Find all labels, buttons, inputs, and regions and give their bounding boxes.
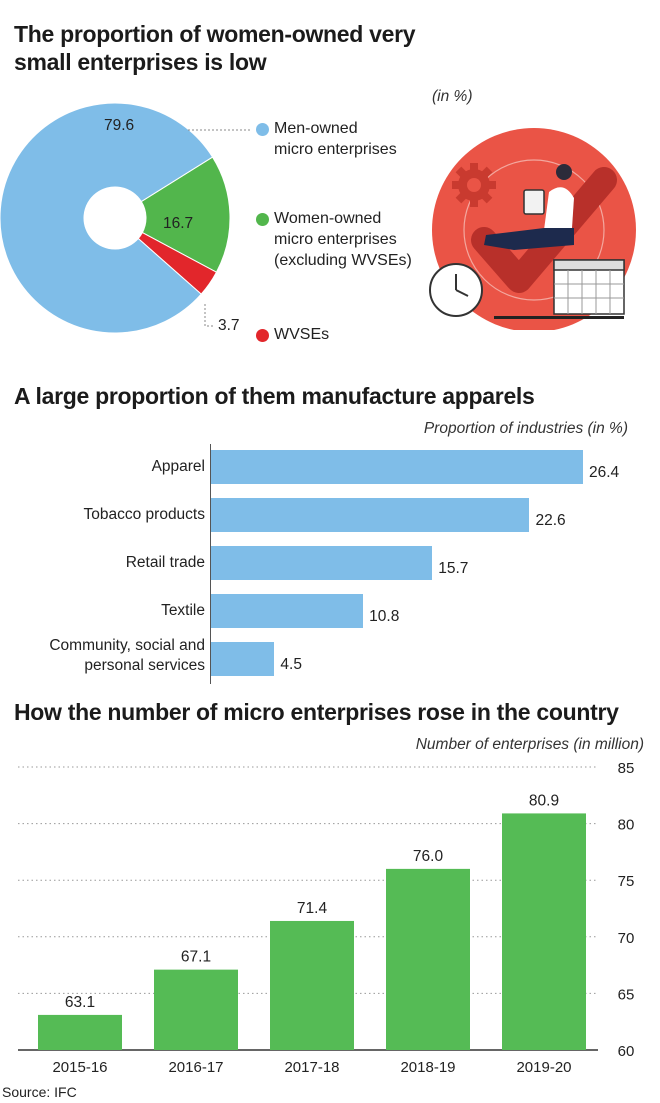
donut-chart: 79.6 16.7 3.7 — [0, 102, 250, 334]
gear-icon — [452, 163, 496, 207]
hbar-chart-area: 26.4 Apparel 22.6 Tobacco products 15.7 Retai… — [49, 450, 620, 676]
donut-slice-men — [0, 102, 214, 334]
leader-line-wvse — [204, 304, 214, 327]
vbar-category-label-4: 2019-20 — [516, 1059, 571, 1076]
donut-value-label-wvse: 3.7 — [218, 317, 240, 334]
vbar-ytick-label-2: 70 — [618, 930, 635, 947]
hbar-bar-0 — [211, 450, 583, 484]
legend-swatch-men — [256, 123, 269, 136]
vbar-value-label-3: 76.0 — [413, 848, 444, 865]
vbar-value-label-0: 63.1 — [65, 994, 95, 1011]
legend-label-wvse: WVSEs — [274, 326, 330, 343]
hbar-category-label-2: Retail trade — [125, 554, 205, 571]
vbar-ytick-label-0: 60 — [618, 1043, 635, 1060]
clock-icon — [429, 263, 483, 317]
hbar-value-label-2: 15.7 — [438, 560, 469, 577]
vbar-ytick-label-1: 65 — [618, 986, 635, 1003]
hbar-category-label-4: Community, social and personal services — [49, 637, 205, 674]
hbar-bar-3 — [211, 594, 364, 628]
hbar-value-label-3: 10.8 — [369, 608, 400, 625]
woman-figure — [484, 164, 574, 250]
vbar-ytick-label-3: 75 — [618, 873, 635, 890]
legend-label-men: Men-owned micro enterprises — [274, 120, 397, 158]
donut-value-label-men: 79.6 — [104, 117, 134, 134]
vbar-category-label-0: 2015-16 — [52, 1059, 107, 1076]
vbar-category-label-2: 2017-18 — [284, 1059, 339, 1076]
hbar-value-label-1: 22.6 — [535, 512, 566, 529]
source-note: Source: IFC — [2, 1084, 77, 1100]
vbar-bar-2 — [270, 920, 354, 1050]
vbar-ytick-label-4: 80 — [618, 817, 635, 834]
checkmark-icon — [471, 167, 617, 293]
legend-swatch-women — [256, 213, 269, 226]
vbar-value-label-2: 71.4 — [297, 900, 328, 917]
legend-label-women: Women-owned micro enterprises (excluding… — [274, 210, 412, 269]
hbar-value-label-0: 26.4 — [589, 464, 620, 481]
vbar-chart-title: How the number of micro enterprises rose… — [14, 699, 619, 725]
vbar-category-label-1: 2016-17 — [168, 1059, 223, 1076]
donut-chart-title: The proportion of women-owned very small… — [14, 20, 434, 76]
hbar-axis-label: Proportion of industries (in %) — [423, 420, 628, 437]
vbar-bar-1 — [154, 969, 238, 1050]
hbar-bar-2 — [211, 546, 433, 580]
vbar-bar-4 — [502, 813, 586, 1050]
hbar-bar-4 — [211, 642, 275, 676]
hbar-category-label-1: Tobacco products — [83, 506, 206, 523]
hbar-baseline — [210, 444, 211, 684]
illustration-woman-laptop — [429, 128, 636, 330]
hbar-bar-1 — [211, 498, 530, 532]
vbar-value-label-1: 67.1 — [181, 949, 211, 966]
vbar-bar-0 — [38, 1014, 122, 1050]
vbar-category-label-3: 2018-19 — [400, 1059, 455, 1076]
calendar-icon — [553, 259, 625, 315]
vbar-bar-3 — [386, 868, 470, 1050]
vbar-value-label-4: 80.9 — [529, 792, 559, 809]
donut-value-label-women: 16.7 — [163, 215, 193, 232]
vbar-axis-label: Number of enterprises (in million) — [415, 736, 644, 753]
hbar-value-label-4: 4.5 — [280, 656, 302, 673]
vbar-ytick-label-5: 85 — [618, 760, 635, 777]
legend-swatch-wvse — [256, 329, 269, 342]
donut-title-text: The proportion of women-owned very small… — [14, 21, 416, 75]
hbar-category-label-3: Textile — [161, 602, 205, 619]
donut-unit-label: (in %) — [432, 88, 473, 105]
vbar-chart: 60 65 70 75 80 85 63.1 2015-16 67.1 2016-17 71.4 20… — [18, 760, 635, 1076]
hbar-category-label-0: Apparel — [151, 458, 205, 475]
hbar-chart-title: A large proportion of them manufacture a… — [14, 383, 535, 409]
